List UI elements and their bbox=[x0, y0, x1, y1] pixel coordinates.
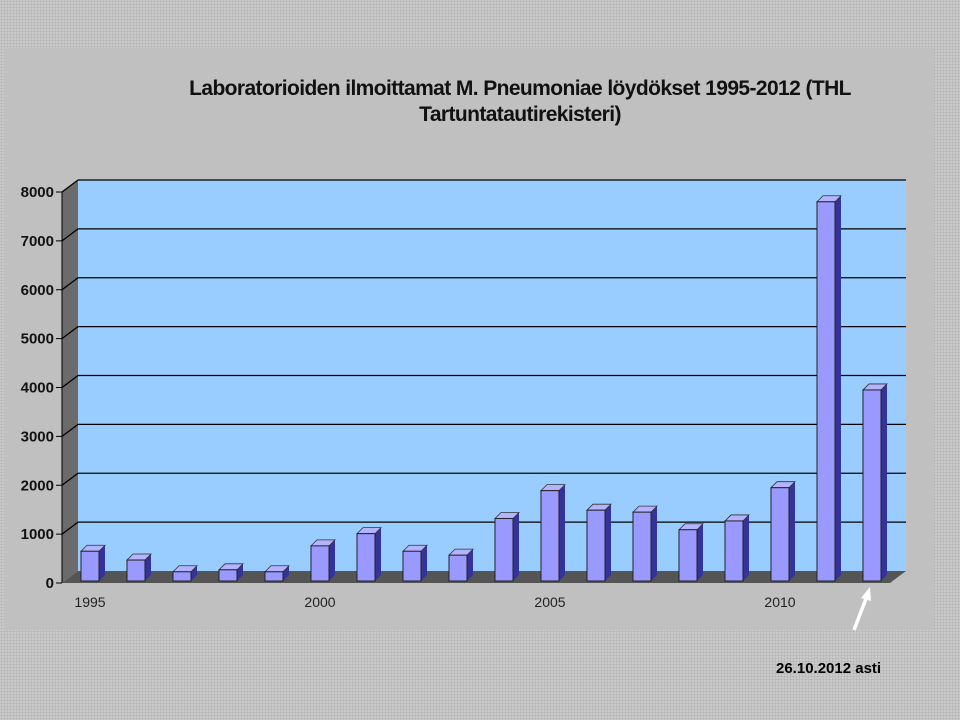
bar-side bbox=[191, 565, 197, 581]
chart-title: Laboratorioiden ilmoittamat M. Pneumonia… bbox=[120, 76, 920, 128]
gridline-side bbox=[61, 179, 79, 193]
bar-side bbox=[605, 504, 611, 581]
y-tick-label: 7000 bbox=[21, 233, 54, 250]
gridline-side bbox=[61, 228, 79, 242]
y-tick-label: 3000 bbox=[21, 428, 54, 445]
chart-title-line-2: Tartuntatautirekisteri) bbox=[419, 103, 621, 126]
bar bbox=[678, 529, 698, 582]
gridline-side bbox=[61, 521, 79, 535]
y-tick-label: 8000 bbox=[21, 184, 54, 201]
bar bbox=[770, 487, 790, 582]
bar-side bbox=[375, 527, 381, 581]
bar-side bbox=[421, 545, 427, 581]
annotation-text: 26.10.2012 asti bbox=[776, 660, 882, 677]
bar-side bbox=[99, 545, 105, 581]
y-tick-label: 4000 bbox=[21, 380, 54, 397]
bar-side bbox=[743, 514, 749, 581]
y-tick-label: 2000 bbox=[21, 477, 54, 494]
bar-side bbox=[651, 506, 657, 581]
bar bbox=[586, 509, 606, 582]
x-tick-label: 2005 bbox=[534, 594, 565, 610]
gridline-side bbox=[61, 423, 79, 437]
bar-side bbox=[881, 383, 887, 581]
bar bbox=[724, 520, 744, 582]
bar-side bbox=[283, 565, 289, 581]
bar bbox=[264, 571, 284, 582]
bar bbox=[126, 559, 146, 582]
x-tick-label: 2000 bbox=[304, 594, 335, 610]
gridline-side bbox=[61, 326, 79, 340]
bar-side bbox=[697, 523, 703, 581]
bar bbox=[632, 511, 652, 582]
bar bbox=[448, 554, 468, 582]
bar bbox=[494, 517, 514, 582]
bar bbox=[540, 490, 560, 582]
bar-side bbox=[329, 539, 335, 581]
bar bbox=[310, 545, 330, 582]
bar bbox=[172, 571, 192, 582]
annotation-arrow-head bbox=[861, 587, 871, 601]
y-tick-label: 6000 bbox=[21, 282, 54, 299]
y-tick-label: 0 bbox=[46, 575, 54, 592]
chart-title-line-1: Laboratorioiden ilmoittamat M. Pneumonia… bbox=[189, 77, 851, 100]
y-tick-label: 1000 bbox=[21, 526, 54, 543]
bar-side bbox=[789, 481, 795, 581]
bar bbox=[816, 201, 836, 582]
annotation-arrow-shaft bbox=[852, 595, 869, 631]
bar-side bbox=[513, 512, 519, 581]
bar-side bbox=[237, 563, 243, 581]
x-tick-label: 1995 bbox=[74, 594, 105, 610]
y-tick-label: 5000 bbox=[21, 331, 54, 348]
gridline-side bbox=[61, 277, 79, 291]
gridline-side bbox=[61, 472, 79, 486]
bar bbox=[356, 533, 376, 582]
bar bbox=[80, 550, 100, 582]
gridline-side bbox=[61, 374, 79, 389]
bar-side bbox=[145, 554, 151, 581]
bar-side bbox=[559, 484, 565, 581]
x-tick-label: 2010 bbox=[764, 594, 795, 610]
bar-side bbox=[467, 549, 473, 581]
bar bbox=[862, 389, 882, 582]
bar bbox=[218, 569, 238, 582]
bar bbox=[402, 550, 422, 582]
bar-side bbox=[835, 195, 841, 581]
